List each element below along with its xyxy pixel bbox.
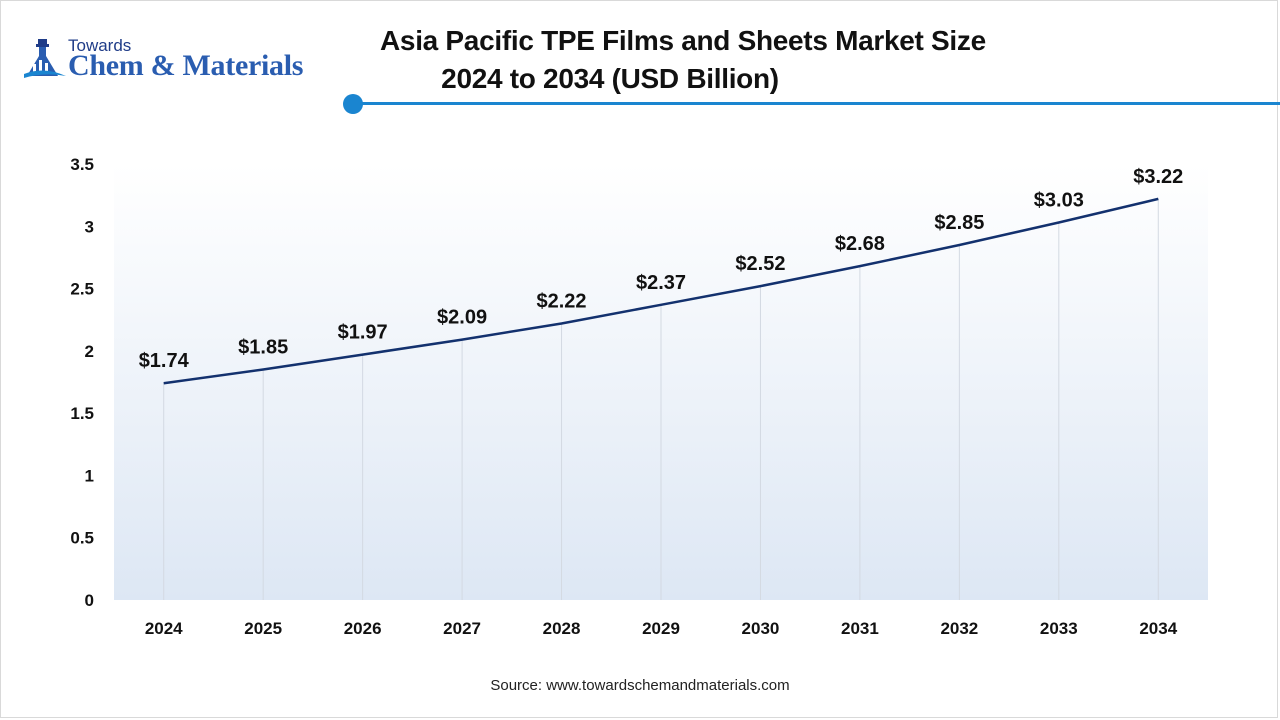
data-label: $2.09: [437, 307, 487, 329]
x-tick-label: 2024: [145, 619, 183, 638]
y-tick-label: 2: [85, 342, 94, 361]
data-label: $1.74: [139, 350, 190, 372]
brand-logo: Towards Chem & Materials: [22, 36, 342, 90]
data-label: $2.22: [537, 290, 587, 312]
source-note: Source: www.towardschemandmaterials.com: [490, 677, 790, 694]
data-label: $2.68: [835, 233, 885, 255]
data-label: $3.03: [1034, 190, 1084, 212]
y-tick-label: 3.5: [70, 155, 94, 174]
logo-text-chem-materials: Chem & Materials: [68, 49, 304, 82]
x-tick-label: 2030: [742, 619, 780, 638]
x-tick-label: 2031: [841, 619, 879, 638]
x-tick-label: 2029: [642, 619, 680, 638]
flask-icon: [24, 39, 66, 78]
data-label: $3.22: [1133, 166, 1183, 188]
y-tick-label: 3: [85, 217, 94, 236]
x-tick-label: 2027: [443, 619, 481, 638]
y-tick-label: 0.5: [70, 529, 94, 548]
x-tick-label: 2032: [940, 619, 978, 638]
data-label: $2.85: [934, 212, 984, 234]
data-label: $1.97: [338, 322, 388, 344]
x-tick-label: 2025: [244, 619, 282, 638]
y-tick-label: 2.5: [70, 280, 94, 299]
y-tick-label: 0: [85, 591, 94, 610]
data-label: $2.37: [636, 272, 686, 294]
chart-title-line2: 2024 to 2034 (USD Billion): [441, 63, 779, 94]
data-label: $1.85: [238, 337, 288, 359]
title-divider-line: [353, 102, 1280, 105]
y-tick-label: 1: [85, 466, 94, 485]
x-tick-label: 2028: [543, 619, 581, 638]
y-tick-label: 1.5: [70, 404, 94, 423]
series-line: [163, 197, 1159, 385]
title-divider-dot: [343, 94, 363, 114]
x-tick-label: 2034: [1139, 619, 1177, 638]
x-tick-label: 2026: [344, 619, 382, 638]
data-label: $2.52: [735, 253, 785, 275]
x-tick-label: 2033: [1040, 619, 1078, 638]
logo-text-towards: Towards: [68, 36, 132, 55]
